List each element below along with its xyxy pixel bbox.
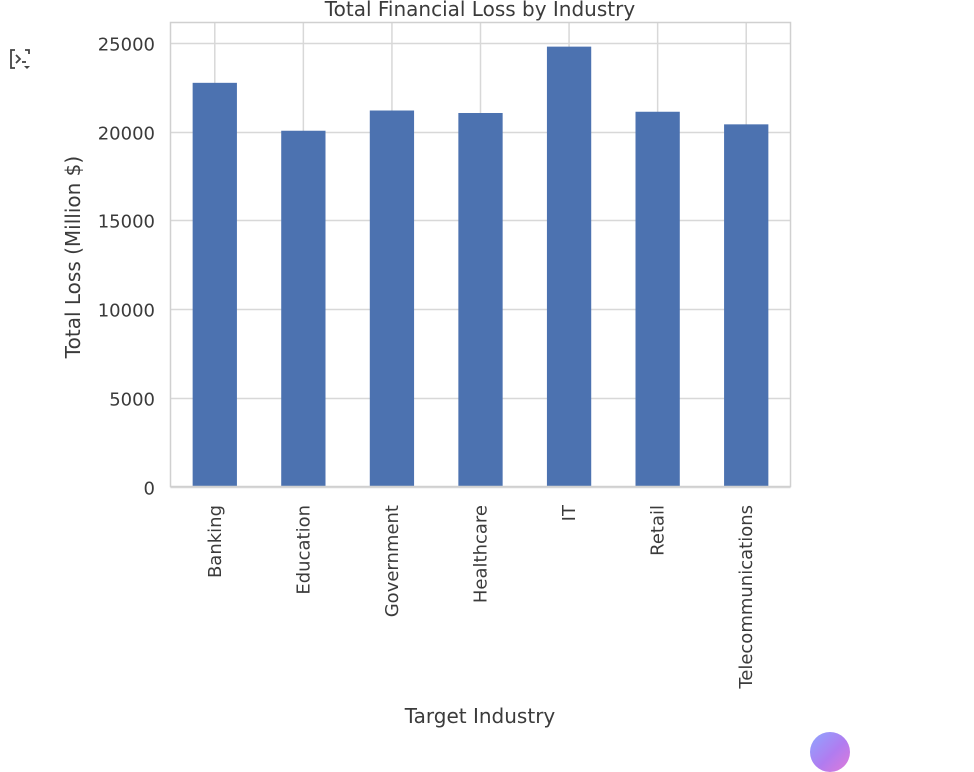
plot-frame [169,21,792,488]
x-tick-label: Telecommunications [736,505,757,690]
x-tick-label: Government [382,505,403,617]
y-tick-label: 10000 [98,301,155,322]
bar-healthcare [458,112,503,487]
y-tick-labels: 0 5000 10000 15000 20000 25000 [98,35,155,500]
assistant-bubble-icon[interactable] [810,732,850,772]
x-tick-label: IT [559,504,580,521]
y-tick-label: 25000 [98,35,155,56]
y-tick-label: 5000 [109,390,155,411]
bar-education [281,130,326,487]
bars [192,46,769,487]
bar-chart: 0 5000 10000 15000 20000 25000 Banking Educati… [61,0,792,728]
chart-title: Total Financial Loss by Industry [324,0,636,21]
x-tick-label: Education [293,505,314,595]
y-axis-label: Total Loss (Million $) [61,156,85,359]
x-tick-label: Banking [205,505,226,578]
output-collapse-icon[interactable] [6,46,34,72]
x-tick-label: Retail [648,505,669,556]
bar-it [546,46,592,487]
bar-telecommunications [724,124,769,487]
y-tick-label: 15000 [98,212,155,233]
y-tick-label: 0 [144,479,155,500]
x-tick-label: Healthcare [471,505,492,603]
bar-government [369,110,415,487]
bar-banking [192,82,237,487]
bar-retail [635,111,680,487]
y-tick-label: 20000 [98,124,155,145]
x-axis-label: Target Industry [404,704,556,728]
output-cell: 0 5000 10000 15000 20000 25000 Banking Educati… [6,0,850,772]
x-tick-labels: Banking Education Government Healthcare IT Re… [205,504,757,690]
